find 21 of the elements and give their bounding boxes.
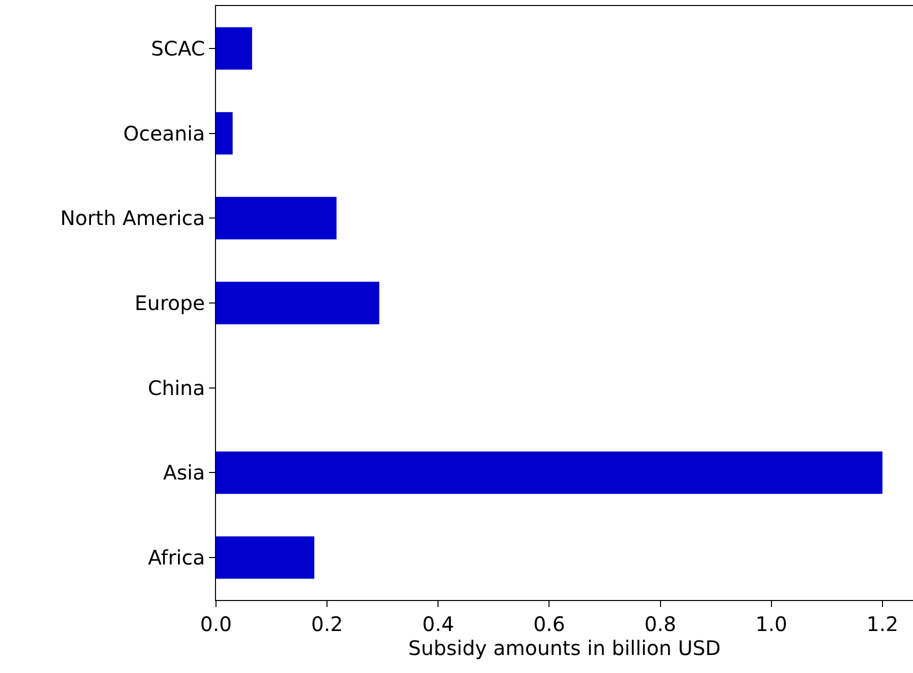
x-tick-label: 0.4 bbox=[422, 612, 454, 636]
bar bbox=[216, 536, 314, 579]
bar bbox=[216, 196, 337, 240]
y-tick-label: China bbox=[148, 376, 205, 400]
x-tick-label: 0.8 bbox=[644, 612, 676, 636]
y-tick-label: SCAC bbox=[151, 36, 205, 60]
x-tick-label: 1.0 bbox=[755, 612, 788, 636]
y-tick-label: Africa bbox=[148, 546, 205, 570]
bar bbox=[216, 282, 380, 324]
y-tick-label: Europe bbox=[134, 291, 205, 315]
bar bbox=[216, 27, 252, 70]
bar bbox=[216, 112, 233, 154]
y-tick-label: Asia bbox=[163, 460, 205, 485]
x-tick-label: 0.6 bbox=[533, 612, 566, 636]
bar bbox=[216, 452, 882, 494]
x-tick-label: 0.0 bbox=[200, 612, 232, 636]
x-tick-label: 1.2 bbox=[866, 612, 898, 636]
y-tick-label: North America bbox=[60, 206, 205, 230]
x-axis-title: Subsidy amounts in billion USD bbox=[408, 636, 721, 660]
x-tick-label: 0.2 bbox=[311, 612, 343, 636]
y-tick-label: Oceania bbox=[123, 121, 205, 146]
